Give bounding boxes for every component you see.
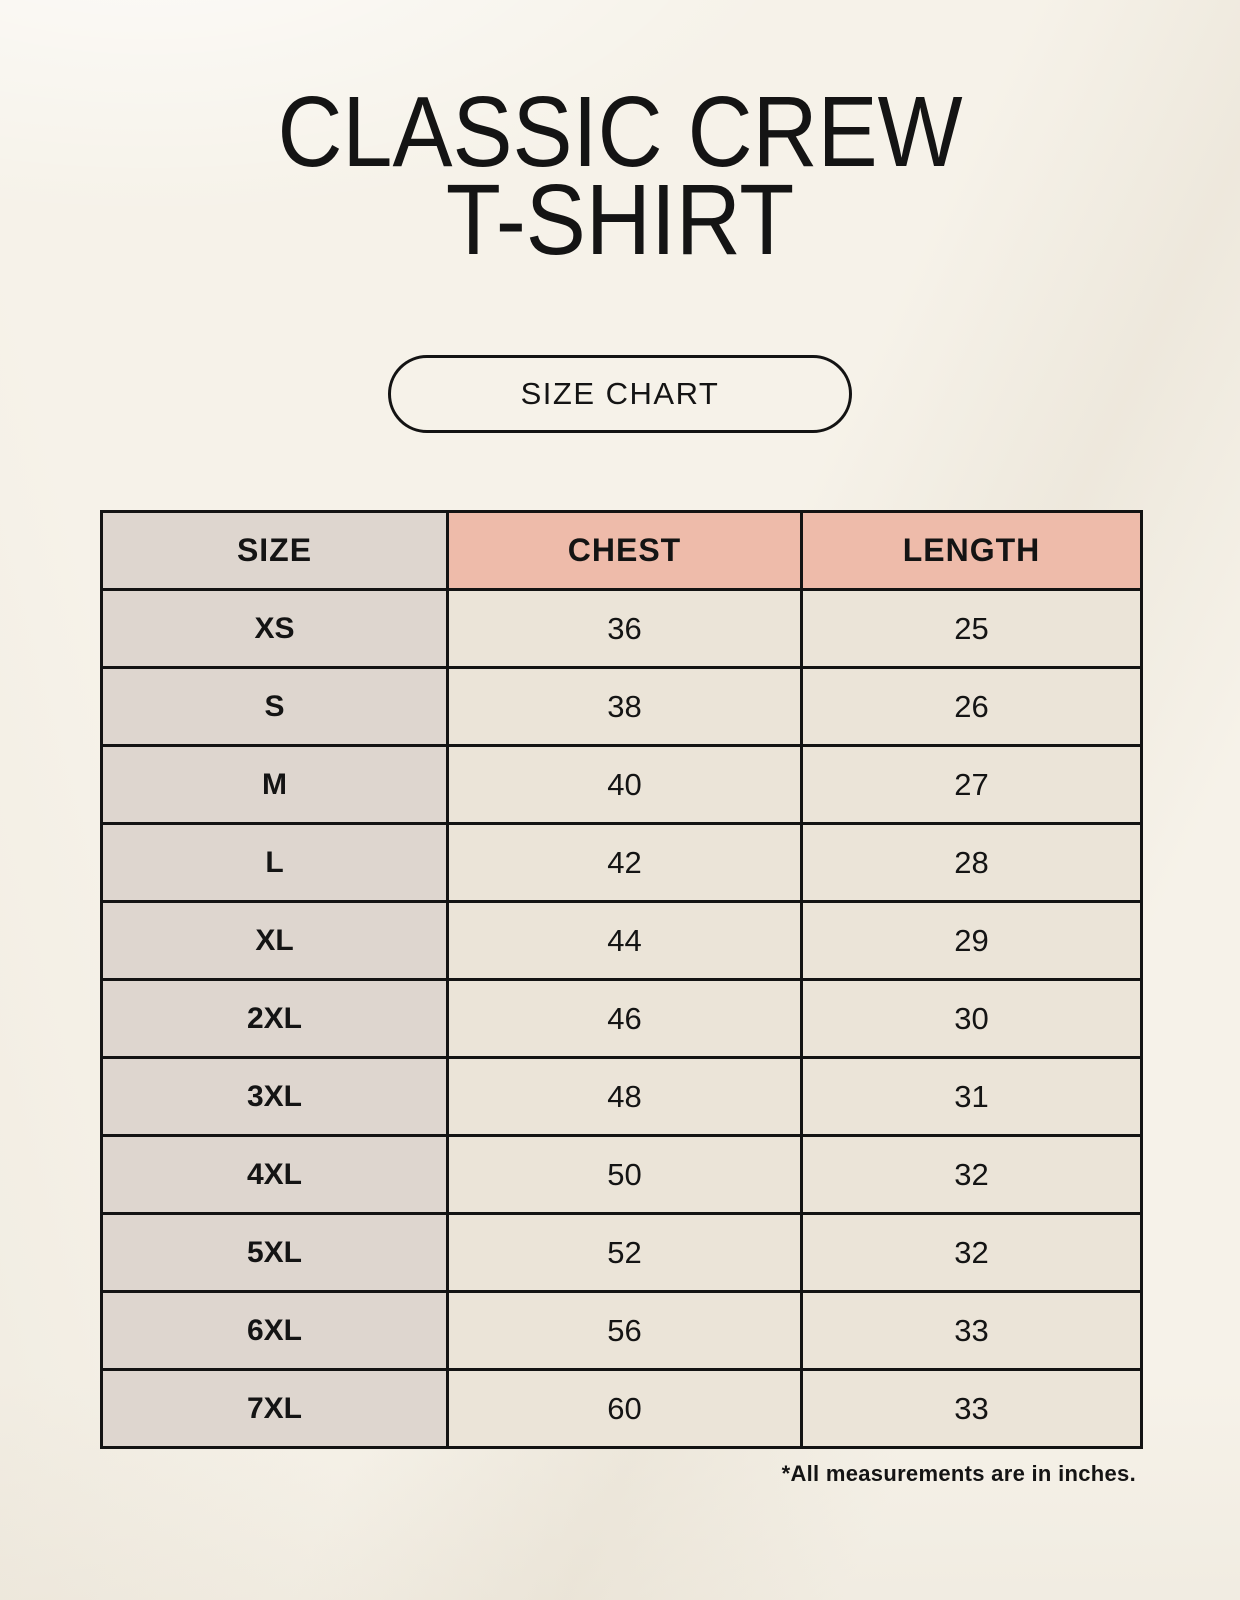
chest-value-cell: 56 <box>446 1290 803 1371</box>
column-header-length: LENGTH <box>800 510 1143 591</box>
table-row: M 40 27 <box>100 744 1143 825</box>
table-row: 3XL 48 31 <box>100 1056 1143 1137</box>
size-cell: 3XL <box>100 1056 449 1137</box>
length-value-cell: 29 <box>800 900 1143 981</box>
chest-value-cell: 50 <box>446 1134 803 1215</box>
length-value-cell: 28 <box>800 822 1143 903</box>
page-title-line2: T-SHIRT <box>445 164 795 276</box>
size-chart-button-label: SIZE CHART <box>520 376 720 411</box>
length-value-cell: 33 <box>800 1290 1143 1371</box>
length-value-cell: 33 <box>800 1368 1143 1449</box>
size-cell: 4XL <box>100 1134 449 1215</box>
length-value-cell: 27 <box>800 744 1143 825</box>
measurement-unit-note: *All measurements are in inches. <box>781 1461 1136 1486</box>
table-row: 6XL 56 33 <box>100 1290 1143 1371</box>
length-value-cell: 25 <box>800 588 1143 669</box>
chest-value-cell: 40 <box>446 744 803 825</box>
table-row: XS 36 25 <box>100 588 1143 669</box>
chest-value-cell: 38 <box>446 666 803 747</box>
size-cell: S <box>100 666 449 747</box>
size-cell: 5XL <box>100 1212 449 1293</box>
length-value-cell: 26 <box>800 666 1143 747</box>
size-cell: 7XL <box>100 1368 449 1449</box>
size-cell: L <box>100 822 449 903</box>
table-header-row: SIZE CHEST LENGTH <box>100 510 1143 591</box>
table-body: XS 36 25 S 38 26 M 40 27 L 42 28 XL 44 29 2XL 46 30 3XL 48 3… <box>100 588 1143 1449</box>
table-row: L 42 28 <box>100 822 1143 903</box>
column-header-size: SIZE <box>100 510 449 591</box>
chest-value-cell: 44 <box>446 900 803 981</box>
length-value-cell: 32 <box>800 1212 1143 1293</box>
size-cell: XL <box>100 900 449 981</box>
table-row: 5XL 52 32 <box>100 1212 1143 1293</box>
table-row: XL 44 29 <box>100 900 1143 981</box>
chest-value-cell: 46 <box>446 978 803 1059</box>
chest-value-cell: 48 <box>446 1056 803 1137</box>
chest-value-cell: 36 <box>446 588 803 669</box>
length-value-cell: 31 <box>800 1056 1143 1137</box>
table-row: 2XL 46 30 <box>100 978 1143 1059</box>
size-chart-table: SIZE CHEST LENGTH XS 36 25 S 38 26 M 40 27 L 42 28 X… <box>100 510 1143 1449</box>
table-row: S 38 26 <box>100 666 1143 747</box>
chest-value-cell: 60 <box>446 1368 803 1449</box>
size-chart-button[interactable]: SIZE CHART <box>388 355 852 433</box>
size-cell: 2XL <box>100 978 449 1059</box>
length-value-cell: 32 <box>800 1134 1143 1215</box>
table-row: 4XL 50 32 <box>100 1134 1143 1215</box>
length-value-cell: 30 <box>800 978 1143 1059</box>
size-cell: XS <box>100 588 449 669</box>
column-header-chest: CHEST <box>446 510 803 591</box>
size-cell: M <box>100 744 449 825</box>
size-cell: 6XL <box>100 1290 449 1371</box>
chest-value-cell: 52 <box>446 1212 803 1293</box>
page-title: CLASSIC CREW T-SHIRT <box>62 76 1178 276</box>
table-row: 7XL 60 33 <box>100 1368 1143 1449</box>
page-title-line1: CLASSIC CREW <box>277 76 963 188</box>
chest-value-cell: 42 <box>446 822 803 903</box>
